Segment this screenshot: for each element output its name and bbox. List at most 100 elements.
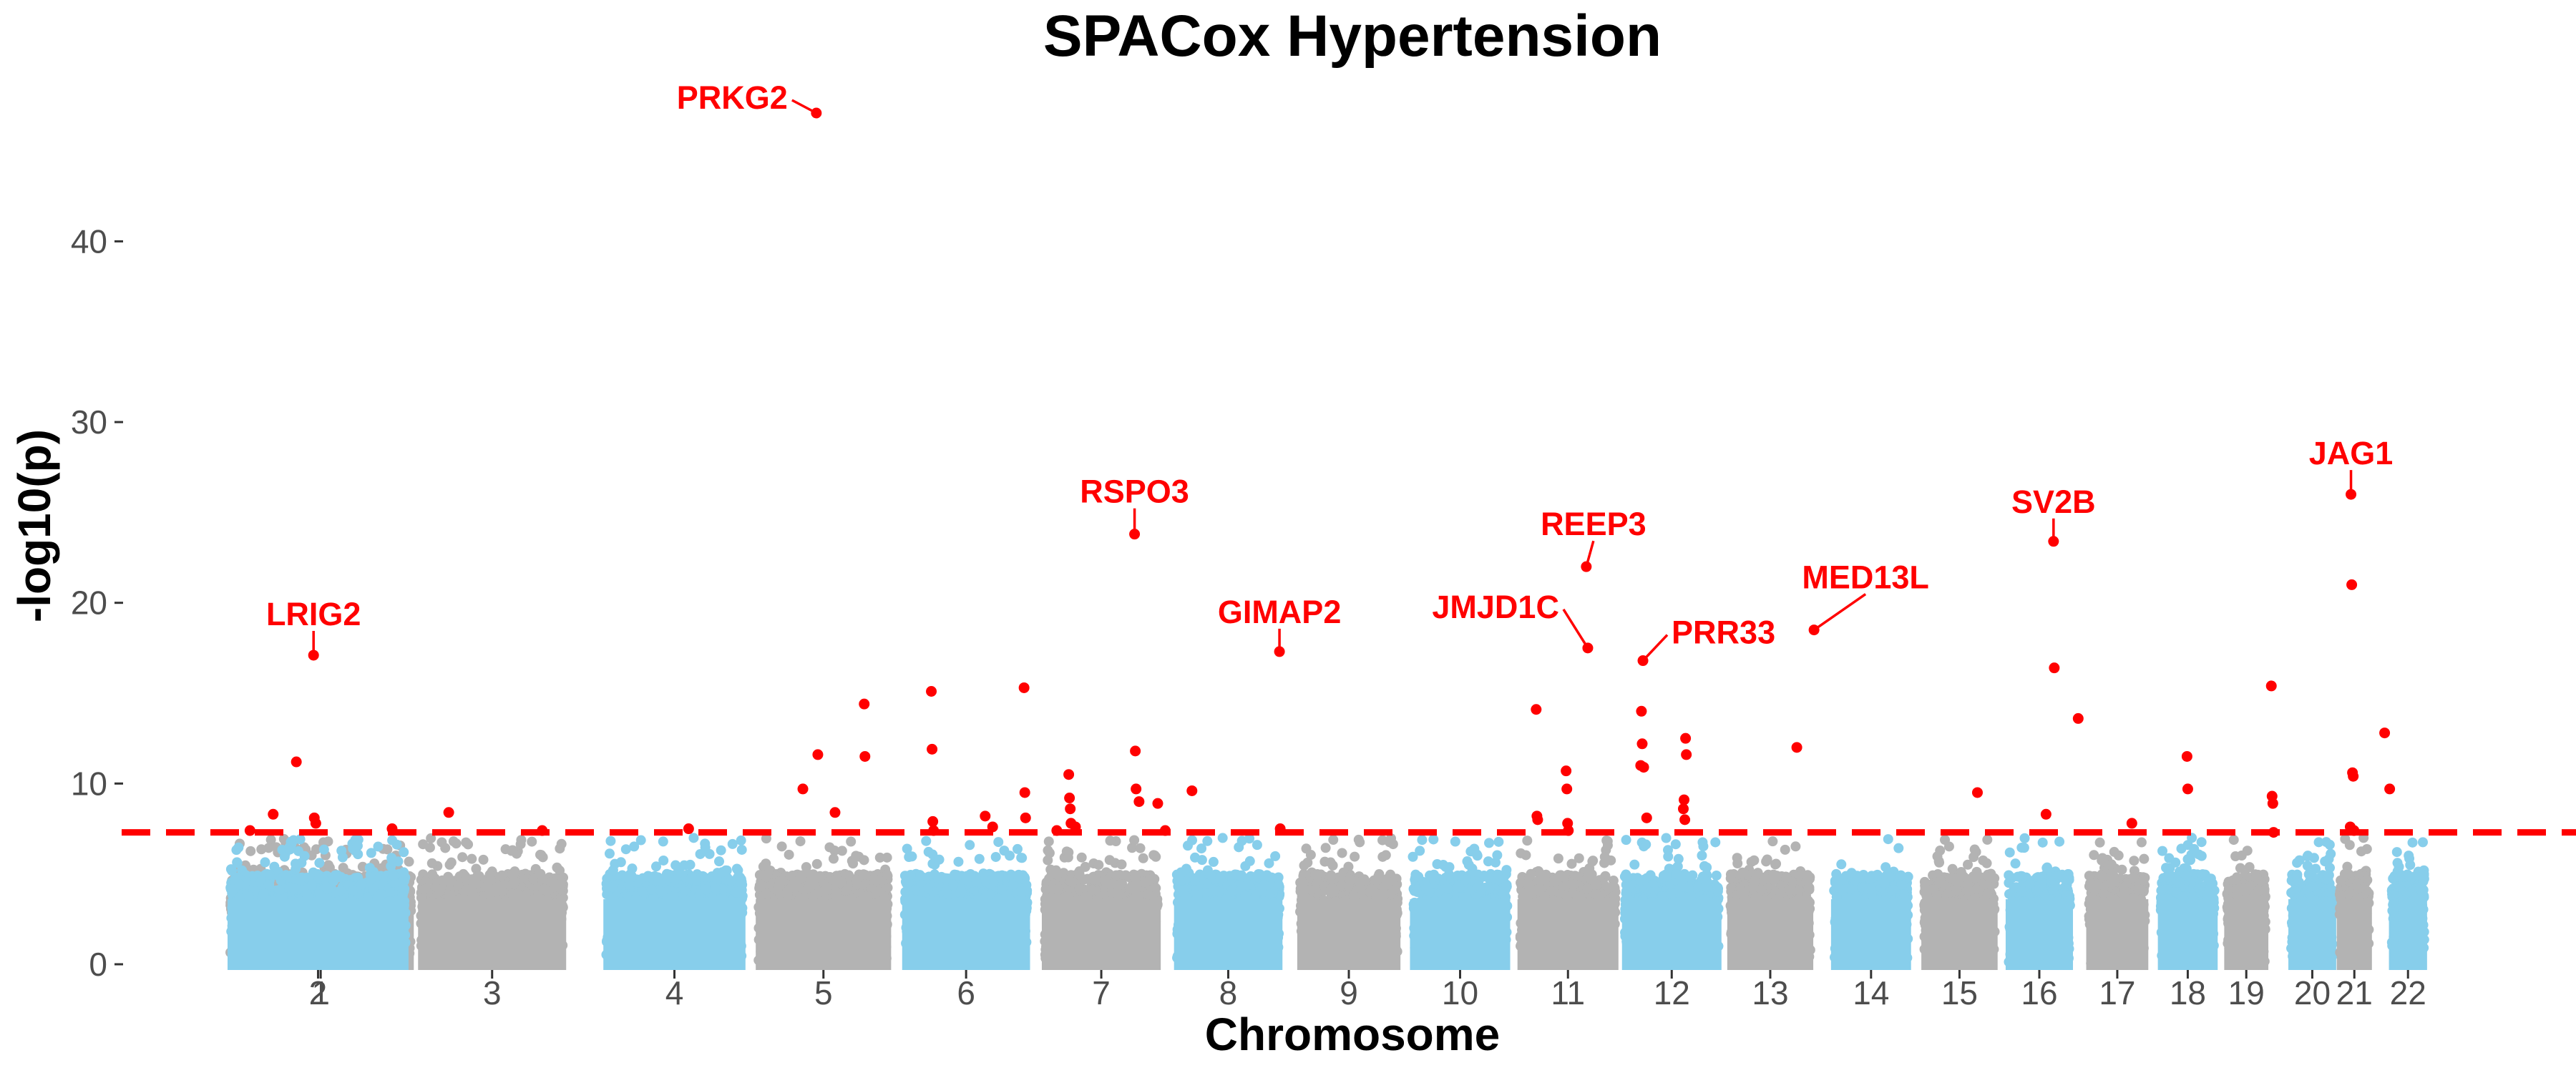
significant-point (927, 743, 938, 755)
significant-point (1152, 798, 1163, 809)
significant-point (927, 815, 939, 827)
x-tick-label: 21 (2336, 974, 2373, 1011)
significant-point (2181, 750, 2192, 762)
significant-point (2346, 579, 2358, 590)
chromosome-14-points (1829, 834, 1913, 970)
x-tick-label: 1 (311, 974, 330, 1011)
x-tick-label: 13 (1752, 974, 1788, 1011)
x-axis-title: Chromosome (1205, 1009, 1501, 1060)
chromosome-12-points (1619, 833, 1724, 970)
significant-point (1063, 769, 1075, 780)
x-tick-label: 10 (1442, 974, 1478, 1011)
significant-point (2268, 827, 2279, 838)
significant-point (1274, 823, 1286, 835)
significant-point (1971, 787, 1983, 798)
y-tick-label: 10 (71, 765, 107, 802)
significant-point (987, 821, 998, 833)
significant-point (1064, 793, 1075, 804)
significant-point (829, 807, 841, 818)
significant-point (268, 808, 279, 820)
chromosome-20-points (2286, 837, 2338, 970)
gene-label-prr33: PRR33 (1672, 614, 1775, 651)
x-tick-label: 12 (1654, 974, 1690, 1011)
significant-point (859, 750, 871, 762)
significant-point (1019, 787, 1030, 798)
gene-label-med13l: MED13L (1802, 559, 1929, 596)
y-axis-title: -log10(p) (9, 429, 60, 622)
significant-point (1159, 825, 1171, 836)
gene-label-reep3: REEP3 (1541, 506, 1646, 542)
significant-point (1563, 825, 1574, 836)
significant-point (812, 749, 824, 760)
gene-label-rspo3: RSPO3 (1080, 474, 1189, 510)
gene-label-jmjd1c: JMJD1C (1432, 589, 1559, 625)
chromosome-9-points (1295, 833, 1403, 970)
significant-point (926, 685, 937, 697)
significant-point (2267, 798, 2278, 809)
chromosome-22-points (2386, 837, 2429, 970)
x-tick-label: 11 (1551, 974, 1585, 1011)
y-tick-label: 30 (71, 403, 107, 441)
x-tick-label: 19 (2228, 974, 2265, 1011)
significant-point (683, 823, 694, 835)
chromosome-13-points (1725, 836, 1815, 970)
significant-point (1681, 749, 1692, 760)
significant-point (1065, 803, 1076, 815)
x-tick-label: 16 (2021, 974, 2057, 1011)
significant-point (1677, 803, 1689, 815)
x-tick-label: 7 (1092, 974, 1111, 1011)
annotation-connector (1562, 608, 1589, 649)
chromosome-16-points (2004, 833, 2075, 970)
significant-point (2348, 825, 2360, 836)
annotation-connector (1585, 540, 1595, 567)
significant-point (2049, 662, 2060, 674)
gene-annotations: PRKG2 RSPO3 LRIG2 GIMAP2 JMJD1C REEP3 PRR33 MED… (266, 79, 2393, 662)
significant-point (1051, 825, 1063, 836)
significant-point (1561, 783, 1573, 795)
significant-point (1641, 812, 1652, 823)
chromosome-19-points (2222, 835, 2270, 970)
significant-point (2040, 808, 2051, 820)
significant-point (1679, 814, 1691, 825)
significant-point (1638, 762, 1649, 773)
y-tick-label: 0 (89, 946, 107, 983)
chromosome-15-points (1919, 834, 2000, 970)
significant-point (291, 756, 302, 768)
chromosome-8-points (1171, 833, 1285, 970)
significant-point (1636, 705, 1647, 717)
x-tick-label: 5 (814, 974, 833, 1011)
significant-point (1020, 812, 1031, 823)
significant-point (1680, 733, 1692, 744)
significant-point (2265, 680, 2277, 692)
annotation-connector (791, 99, 817, 114)
gene-label-lrig2: LRIG2 (266, 596, 361, 632)
x-tick-label: 2 (309, 974, 328, 1011)
significant-point (1070, 821, 1081, 833)
x-tick-label: 6 (957, 974, 975, 1011)
significant-point (2072, 712, 2084, 724)
significant-point (1133, 796, 1145, 808)
significant-points (244, 107, 2396, 838)
chromosome-21-points (2334, 833, 2374, 970)
significant-point (386, 823, 398, 835)
significant-point (1531, 704, 1542, 715)
y-axis: 0 10 20 30 40 (71, 222, 123, 983)
significant-point (1186, 785, 1198, 796)
chromosome-18-points (2155, 833, 2220, 970)
chromosome-7-points (1040, 835, 1163, 970)
x-tick-label: 4 (665, 974, 684, 1011)
significant-point (1561, 765, 1572, 777)
significant-point (537, 825, 548, 836)
x-tick-label: 22 (2390, 974, 2426, 1011)
y-tick-label: 20 (71, 584, 107, 622)
significant-point (2182, 783, 2193, 795)
significant-point (859, 698, 870, 710)
significant-point (2348, 770, 2359, 782)
significant-point (1532, 814, 1543, 825)
significant-point (443, 807, 454, 818)
significant-point (310, 818, 321, 829)
chromosome-3-points (416, 833, 569, 970)
significant-point (1679, 794, 1690, 805)
gene-label-gimap2: GIMAP2 (1218, 594, 1342, 630)
